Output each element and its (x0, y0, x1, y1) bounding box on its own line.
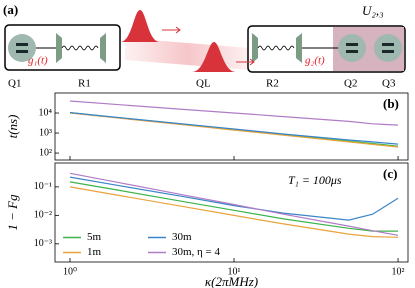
node-label: R1 (78, 78, 91, 90)
qubit (374, 34, 402, 62)
x-axis-label: κ(2πMHz) (205, 274, 258, 288)
series-line (69, 112, 399, 145)
y-tick-label: 10² (39, 147, 52, 158)
node-label: R2 (266, 78, 279, 90)
arrow (236, 58, 255, 66)
plot-frame (54, 92, 409, 161)
symbol (16, 43, 28, 46)
y-tick-label: 10³ (39, 127, 52, 138)
symbol (346, 43, 358, 46)
legend-label: 1m (87, 246, 102, 258)
symbol (16, 50, 28, 53)
series-line (69, 181, 398, 232)
series-line (69, 186, 399, 238)
node-label: Q1 (8, 78, 21, 90)
legend-label: 30m, η = 4 (172, 246, 221, 258)
panel-label: (b) (383, 96, 399, 111)
legend-label: 30m (172, 231, 192, 243)
node-label: QL (196, 78, 211, 90)
y-tick-label: 10⁴ (39, 107, 53, 118)
x-tick-label: 10⁰ (63, 266, 77, 277)
node-label: Q2 (344, 78, 357, 90)
symbol (382, 43, 394, 46)
x-tick-label: 10¹ (228, 266, 241, 277)
resonator (257, 45, 295, 51)
panel-label: (a) (3, 2, 18, 17)
y-axis-label: 1 − Fg (5, 194, 20, 231)
pulse (120, 10, 160, 42)
gate-label: U₂,₃ (362, 3, 384, 18)
annotation: T₁ = 100μs (288, 173, 342, 187)
series-line (69, 112, 399, 148)
qubit (338, 34, 366, 62)
y-tick-label: 10⁻² (34, 210, 52, 221)
plot-frame (54, 162, 409, 263)
x-tick-label: 10² (392, 266, 405, 277)
symbol (346, 50, 358, 53)
resonator (61, 45, 99, 51)
series-line (69, 176, 399, 221)
pulse (192, 42, 236, 72)
schematic: (a) g₁(t) g₂(t) Q1 R1 QL R2 Q2 Q3 U₂,₃ (3, 2, 406, 90)
arrow (162, 26, 181, 34)
coupling-label: g₁(t) (28, 55, 48, 67)
symbol (382, 50, 394, 53)
qubit (8, 34, 36, 62)
y-tick-label: 10⁻³ (34, 238, 52, 249)
series-line (69, 100, 399, 126)
node-label: Q3 (382, 78, 396, 90)
beam (125, 38, 250, 70)
y-tick-label: 10⁻¹ (34, 181, 52, 192)
legend-label: 5m (87, 231, 102, 243)
panel-label: (c) (383, 166, 397, 181)
y-axis-label: t(ns) (5, 115, 20, 139)
series-line (69, 172, 399, 236)
coupling-label: g₂(t) (305, 55, 325, 67)
